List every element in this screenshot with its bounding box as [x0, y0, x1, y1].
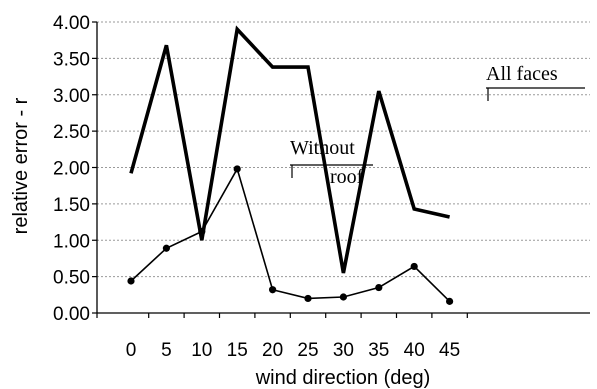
y-tick-label: 2.50: [53, 122, 90, 143]
series-lines: [127, 25, 454, 305]
y-tick-label: 3.50: [53, 49, 90, 70]
x-tick-label: 25: [297, 340, 318, 361]
series-line-without-roof: [130, 166, 451, 302]
x-tick-label: 45: [439, 340, 460, 361]
data-point: [127, 277, 135, 285]
y-tick-label: 2.00: [53, 159, 90, 180]
x-tick-label: 35: [368, 340, 389, 361]
y-tick-label: 3.00: [53, 86, 90, 107]
x-tick-label: 30: [333, 340, 354, 361]
data-point: [233, 165, 241, 173]
annotation-all-faces: All faces: [486, 63, 585, 101]
x-axis-title: wind direction (deg): [255, 367, 431, 389]
y-tick-label: 0.50: [53, 268, 90, 289]
data-point: [446, 297, 454, 305]
y-tick-label: 4.00: [53, 13, 90, 34]
x-tick-label: 40: [404, 340, 425, 361]
y-tick-label: 1.50: [53, 195, 90, 216]
data-point: [304, 294, 312, 303]
y-tick-label: 0.00: [53, 304, 90, 325]
y-tick-labels: 0.00 0.50 1.00 1.50 2.00 2.50 3.00 3.50 4.00: [53, 13, 97, 325]
data-point: [410, 262, 418, 271]
x-tick-label: 20: [262, 340, 283, 361]
data-point: [375, 283, 383, 292]
x-tick-label: 0: [126, 340, 137, 361]
without-roof-label-line1: Without: [290, 137, 355, 159]
data-point: [198, 227, 206, 236]
all-faces-label: All faces: [486, 63, 558, 85]
data-point: [339, 293, 347, 301]
without-roof-label-line2: roof: [330, 166, 364, 188]
data-point: [162, 244, 170, 252]
series-line-all-faces: [129, 25, 450, 274]
x-tick-label: 10: [191, 340, 212, 361]
x-tick-labels: 0 5 10 15 20 25 30 35 40 45: [96, 313, 468, 361]
data-point: [269, 286, 277, 294]
y-axis-title: relative error - r: [10, 97, 32, 234]
x-tick-label: 5: [161, 340, 172, 361]
x-tick-label: 15: [227, 340, 248, 361]
annotation-without-roof: Without roof: [290, 137, 373, 188]
y-tick-label: 1.00: [53, 231, 90, 252]
